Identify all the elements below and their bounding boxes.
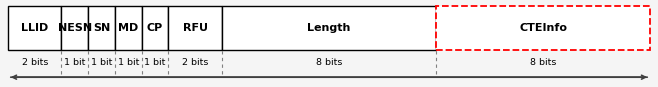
Text: 1 bit: 1 bit <box>118 58 139 67</box>
Text: SN: SN <box>93 23 110 33</box>
Text: 1 bit: 1 bit <box>144 58 166 67</box>
Text: RFU: RFU <box>183 23 208 33</box>
Text: 8 bits: 8 bits <box>530 58 556 67</box>
Text: NESN: NESN <box>58 23 92 33</box>
Text: Length: Length <box>307 23 351 33</box>
Text: LLID: LLID <box>21 23 48 33</box>
Text: 2 bits: 2 bits <box>22 58 48 67</box>
Bar <box>61 6 88 50</box>
Text: CTEInfo: CTEInfo <box>519 23 567 33</box>
Text: 1 bit: 1 bit <box>91 58 113 67</box>
Text: 8 bits: 8 bits <box>316 58 342 67</box>
Bar <box>222 6 436 50</box>
Bar <box>115 6 141 50</box>
Text: 2 bits: 2 bits <box>182 58 209 67</box>
Text: MD: MD <box>118 23 138 33</box>
Bar <box>88 6 115 50</box>
Text: 1 bit: 1 bit <box>64 58 86 67</box>
Bar <box>8 6 61 50</box>
Bar <box>168 6 222 50</box>
Bar <box>436 6 650 50</box>
Bar <box>141 6 168 50</box>
Text: CP: CP <box>147 23 163 33</box>
